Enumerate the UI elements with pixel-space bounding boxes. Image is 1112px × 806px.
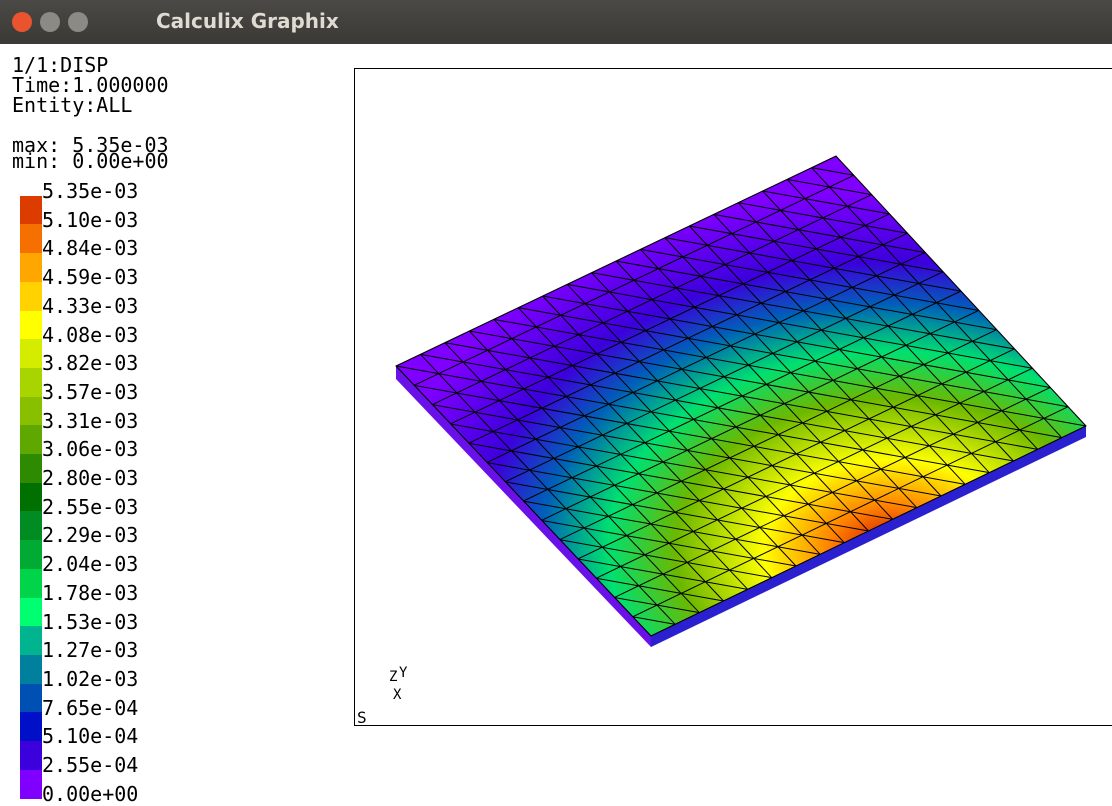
legend-label: 5.35e-03 [42, 181, 138, 201]
legend-swatch [20, 626, 42, 655]
legend-swatch [20, 483, 42, 512]
legend-swatch [20, 282, 42, 311]
triad-label: X [393, 687, 402, 703]
legend-label: 3.82e-03 [42, 353, 138, 373]
legend-label: 1.53e-03 [42, 612, 138, 632]
legend-swatch [20, 454, 42, 483]
legend-label: 4.33e-03 [42, 296, 138, 316]
legend-swatch [20, 425, 42, 454]
window-title: Calculix Graphix [156, 9, 339, 33]
legend-swatch [20, 569, 42, 598]
legend-label: 1.27e-03 [42, 640, 138, 660]
legend-swatch [20, 339, 42, 368]
legend-label: 0.00e+00 [42, 784, 138, 804]
legend-label: 3.57e-03 [42, 382, 138, 402]
legend-swatch [20, 712, 42, 741]
legend-label: 2.29e-03 [42, 525, 138, 545]
legend-swatch [20, 253, 42, 282]
legend-label: 2.55e-03 [42, 497, 138, 517]
legend-label: 2.80e-03 [42, 468, 138, 488]
app: Calculix Graphix 1/1:DISP Time:1.000000 En… [0, 0, 1112, 802]
legend-label: 4.59e-03 [42, 267, 138, 287]
legend-swatch [20, 540, 42, 569]
legend-label: 5.10e-04 [42, 726, 138, 746]
info-line: Entity:ALL [12, 96, 132, 114]
legend-label: 3.06e-03 [42, 439, 138, 459]
legend-swatch [20, 511, 42, 540]
legend-swatch [20, 397, 42, 426]
legend-swatch [20, 368, 42, 397]
legend-swatch [20, 196, 42, 225]
legend-label: 7.65e-04 [42, 698, 138, 718]
minimize-button[interactable] [40, 12, 60, 32]
triad-label: Y [399, 665, 408, 681]
legend-swatch [20, 224, 42, 253]
legend-label: 1.02e-03 [42, 669, 138, 689]
maximize-button[interactable] [68, 12, 88, 32]
min-line: min: 0.00e+00 [12, 152, 169, 170]
corner-label: S [357, 708, 367, 727]
legend-label: 2.55e-04 [42, 755, 138, 775]
legend-label: 1.78e-03 [42, 583, 138, 603]
legend-label: 5.10e-03 [42, 210, 138, 230]
legend-swatch [20, 655, 42, 684]
viewport: S Z Y X [354, 68, 1112, 726]
info-line: 1/1:DISP [12, 56, 108, 74]
legend-swatch [20, 684, 42, 713]
legend-swatch [20, 598, 42, 627]
legend-label: 4.08e-03 [42, 325, 138, 345]
title-bar: Calculix Graphix [0, 0, 1112, 44]
legend-swatch [20, 770, 42, 799]
legend-swatch [20, 311, 42, 340]
legend-label: 2.04e-03 [42, 554, 138, 574]
close-button[interactable] [12, 12, 32, 32]
legend-swatch [20, 741, 42, 770]
legend-label: 4.84e-03 [42, 238, 138, 258]
model-view: S Z Y X [355, 69, 1112, 727]
legend-label: 3.31e-03 [42, 411, 138, 431]
info-line: Time:1.000000 [12, 76, 169, 94]
triad-label: Z [389, 669, 397, 685]
